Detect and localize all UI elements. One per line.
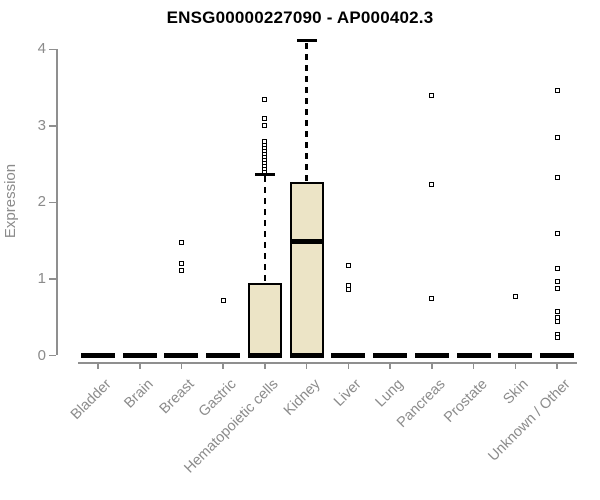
outlier-point [554,309,560,315]
y-axis-tick [49,354,56,357]
zero-bar [289,353,324,358]
outlier-point [178,261,184,267]
outlier-point [429,181,435,187]
y-axis-label: Expression [2,163,19,239]
zero-bar [247,353,282,358]
x-axis-tick [431,362,433,369]
whisker-line [305,42,308,182]
chart-title: ENSG00000227090 - AP000402.3 [166,8,434,27]
y-tick-label: 2 [37,193,46,211]
outlier-point [178,240,184,246]
y-axis-line [56,49,58,356]
outlier-point [554,265,560,271]
y-axis-tick [49,201,56,204]
zero-bar [540,353,575,358]
x-axis-tick [389,362,391,369]
zero-bar [81,353,115,358]
zero-bar [164,353,199,358]
box [289,181,324,356]
x-axis-tick [472,362,475,369]
box [247,282,282,356]
outlier-point [554,286,560,292]
outlier-point [345,287,351,293]
zero-bar [206,353,241,358]
y-axis-tick [49,278,56,280]
outlier-point [220,297,226,303]
y-axis-tick [49,48,56,51]
y-tick-label: 3 [37,116,46,134]
outlier-point [554,278,560,284]
x-axis-tick [180,362,183,369]
outlier-point [554,88,560,94]
y-tick-label: 1 [37,269,46,287]
outlier-point [262,123,268,129]
y-axis-tick [49,125,56,127]
x-axis-tick [514,362,517,369]
outlier-point [262,115,268,121]
outlier-point [178,268,184,274]
zero-bar [456,353,491,358]
zero-bar [122,353,157,358]
outlier-point [429,92,435,98]
outlier-point [554,230,560,236]
outlier-point [554,174,560,180]
zero-bar [498,353,533,358]
y-tick-label: 4 [37,40,46,58]
whisker-line [263,176,267,283]
x-axis-tick [97,362,99,369]
whisker-cap [296,39,317,43]
x-axis-tick [305,362,308,369]
zero-bar [331,353,366,358]
outlier-point [345,282,351,288]
outlier-point [345,263,351,269]
x-axis-tick [138,362,141,369]
outlier-point [262,138,268,144]
outlier-point [512,294,518,300]
y-tick-label: 0 [37,346,46,364]
x-axis-tick [264,362,266,369]
outlier-point [262,97,268,103]
zero-bar [373,353,408,358]
x-axis-tick [556,362,558,369]
outlier-point [554,134,560,140]
zero-bar [414,353,449,358]
x-axis-tick [222,362,224,369]
outlier-point [429,295,435,301]
x-axis-tick [347,362,350,369]
x-axis-line [78,362,578,364]
outlier-point [554,319,560,325]
outlier-point [554,334,560,340]
median-line [289,238,324,244]
